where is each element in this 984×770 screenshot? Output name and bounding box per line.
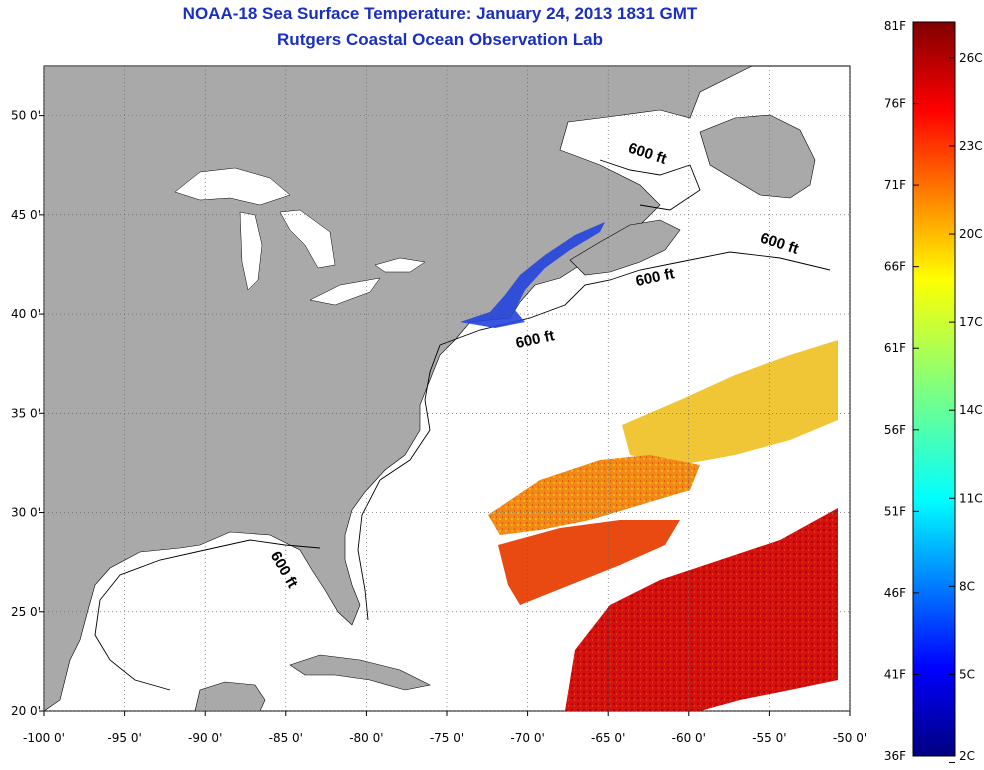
colorbar-c-label: 5C (959, 667, 975, 681)
longitude-tick-label: -65 0' (591, 731, 625, 745)
longitude-tick-label: -70 0' (510, 731, 544, 745)
contour-gulf (94, 539, 321, 691)
colorbar-f-label: 61F (884, 341, 906, 355)
cuba-landmass (289, 654, 431, 691)
great-lakes (174, 167, 426, 306)
colorbar-celsius-labels: 26C 23C 20C 17C 14C 11C 8C 5C 2C (949, 51, 983, 764)
temperature-colorbar: 81F 76F 71F 66F 61F 56F 51F 46F 41F 36F 26C 23C 20C… (884, 19, 983, 764)
longitude-tick-label: -100 0' (23, 731, 65, 745)
colorbar-gradient (912, 21, 956, 757)
colorbar-f-label: 56F (884, 423, 906, 437)
latitude-tick-label: 30 0' (11, 506, 41, 520)
sst-swath-south-red-orange (498, 520, 680, 605)
latitude-tick-label: 45 0' (11, 208, 41, 222)
latitude-tick-labels: 20 0' 25 0' 30 0' 35 0' 40 0' 45 0' 50 0' (11, 109, 41, 718)
colorbar-f-label: 76F (884, 97, 906, 111)
longitude-tick-label: -80 0' (349, 731, 383, 745)
colorbar-c-label: 23C (959, 139, 983, 153)
colorbar-c-label: 11C (959, 491, 983, 505)
colorbar-c-label: 20C (959, 227, 983, 241)
map-area (43, 65, 851, 712)
latitude-tick-label: 40 0' (11, 307, 41, 321)
colorbar-f-label: 81F (884, 19, 906, 33)
lake-ontario (374, 257, 426, 273)
longitude-tick-labels: -100 0' -95 0' -90 0' -85 0' -80 0' -75 0' -70… (23, 731, 867, 745)
colorbar-c-label: 17C (959, 315, 983, 329)
latitude-tick-label: 35 0' (11, 406, 41, 420)
sst-swath-cold-gulf-of-maine (460, 222, 605, 328)
lake-michigan (239, 211, 263, 291)
lake-huron (279, 209, 336, 269)
colorbar-fahrenheit-labels: 81F 76F 71F 66F 61F 56F 51F 46F 41F 36F (884, 19, 919, 763)
longitude-tick-label: -75 0' (430, 731, 464, 745)
colorbar-c-label: 26C (959, 51, 983, 65)
latitude-tick-label: 20 0' (11, 704, 41, 718)
longitude-tick-label: -95 0' (107, 731, 141, 745)
sst-swath-north-yellow (622, 340, 838, 465)
contour-southeast (357, 344, 441, 621)
nova-scotia-landmass (569, 219, 681, 276)
latitude-tick-label: 50 0' (11, 109, 41, 123)
colorbar-c-label: 2C (959, 749, 975, 763)
longitude-tick-label: -85 0' (269, 731, 303, 745)
lake-superior (174, 167, 291, 206)
colorbar-f-label: 36F (884, 749, 906, 763)
longitude-tick-label: -50 0' (833, 731, 867, 745)
colorbar-c-label: 14C (959, 403, 983, 417)
graticule (39, 66, 851, 716)
longitude-tick-label: -55 0' (752, 731, 786, 745)
longitude-tick-label: -90 0' (188, 731, 222, 745)
latitude-tick-label: 25 0' (11, 605, 41, 619)
sst-swath-middle-orange (488, 455, 700, 535)
sst-data-layer (460, 222, 838, 711)
sst-swath-south-red (565, 508, 838, 711)
colorbar-f-label: 41F (884, 667, 906, 681)
colorbar-c-label: 8C (959, 579, 975, 593)
contour-gulf-stlawrence (599, 159, 701, 211)
colorbar-f-label: 66F (884, 260, 906, 274)
lake-erie (309, 277, 381, 306)
newfoundland-landmass (699, 114, 816, 199)
colorbar-f-label: 46F (884, 586, 906, 600)
north-america-landmass (43, 65, 753, 712)
colorbar-f-label: 71F (884, 178, 906, 192)
colorbar-f-label: 51F (884, 504, 906, 518)
map-subtitle: Rutgers Coastal Ocean Observation Lab (277, 30, 603, 49)
map-title: NOAA-18 Sea Surface Temperature: January… (182, 4, 698, 23)
longitude-tick-label: -60 0' (672, 731, 706, 745)
